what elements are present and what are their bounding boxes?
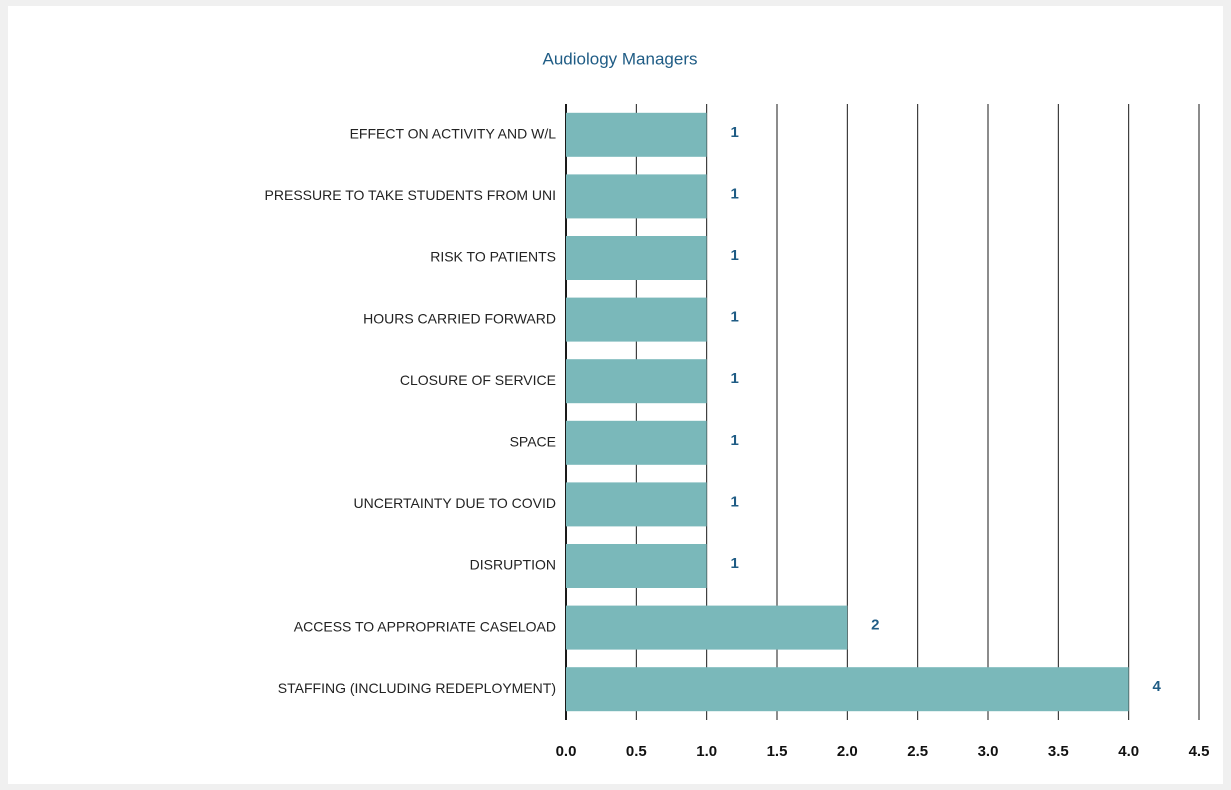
y-tick-label: UNCERTAINTY DUE TO COVID (353, 495, 556, 511)
x-tick-label: 1.0 (696, 743, 717, 760)
value-label: 1 (730, 309, 738, 326)
x-tick-label: 0.0 (556, 743, 577, 760)
x-tick-label: 3.0 (978, 743, 999, 760)
y-tick-label: SPACE (510, 434, 556, 450)
y-tick-label: RISK TO PATIENTS (430, 249, 556, 265)
x-tick-label: 4.0 (1118, 743, 1139, 760)
bar (566, 359, 707, 404)
x-tick-label: 2.5 (907, 743, 928, 760)
y-tick-label: DISRUPTION (470, 557, 556, 573)
bar (566, 297, 707, 342)
value-label: 1 (730, 493, 738, 510)
x-tick-label: 3.5 (1048, 743, 1069, 760)
value-label: 1 (730, 432, 738, 449)
bar (566, 236, 707, 280)
value-label: 1 (730, 124, 738, 141)
y-tick-label: PRESSURE TO TAKE STUDENTS FROM UNI (265, 187, 556, 203)
bar (566, 112, 707, 157)
value-label: 2 (871, 617, 879, 634)
value-label: 1 (730, 185, 738, 202)
bar (566, 174, 707, 219)
y-tick-label: STAFFING (INCLUDING REDEPLOYMENT) (278, 680, 556, 696)
value-label: 1 (730, 247, 738, 264)
bar (566, 544, 707, 588)
x-tick-label: 4.5 (1189, 743, 1210, 760)
y-tick-label: CLOSURE OF SERVICE (400, 372, 556, 388)
bar (566, 482, 707, 527)
value-label: 1 (730, 555, 738, 572)
x-tick-label: 1.5 (767, 743, 788, 760)
y-tick-label: EFFECT ON ACTIVITY AND W/L (350, 126, 557, 142)
y-tick-label: HOURS CARRIED FORWARD (363, 310, 556, 326)
bar (566, 420, 707, 465)
value-label: 4 (1152, 678, 1161, 695)
x-tick-label: 2.0 (837, 743, 858, 760)
value-label: 1 (730, 370, 738, 387)
chart-title: Audiology Managers (543, 49, 698, 68)
x-tick-label: 0.5 (626, 743, 647, 760)
bar (566, 605, 848, 650)
y-tick-label: ACCESS TO APPROPRIATE CASELOAD (294, 618, 556, 634)
bar (566, 667, 1129, 712)
